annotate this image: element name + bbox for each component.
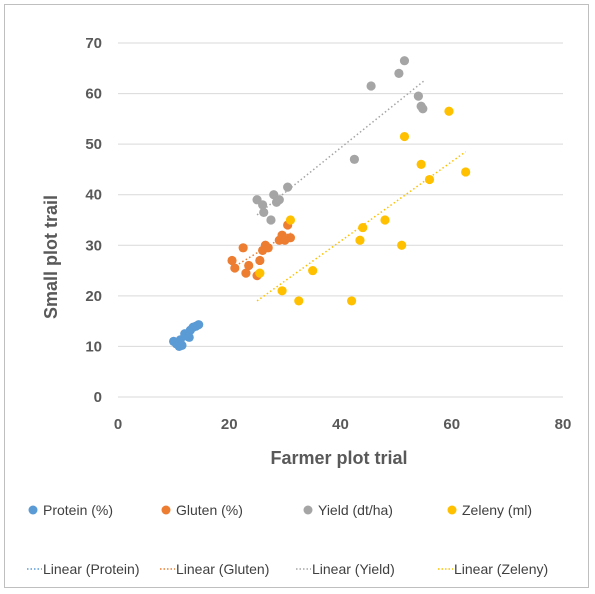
x-axis-title: Farmer plot trial (270, 448, 407, 468)
y-tick-label-3: 30 (85, 237, 102, 254)
point-s3-6 (355, 235, 365, 245)
point-s3-4 (308, 265, 318, 276)
y-tick-label-2: 20 (85, 288, 102, 305)
point-s1-4 (244, 260, 254, 271)
point-s3-13 (444, 106, 454, 116)
y-tick-label-1: 10 (85, 338, 102, 355)
point-s3-11 (416, 159, 426, 169)
point-s2-3 (266, 215, 276, 225)
data-points (169, 56, 471, 352)
point-s3-10 (399, 131, 410, 142)
legend-label-0: Protein (%) (43, 502, 113, 518)
gridlines (118, 42, 563, 398)
legend-marker-0 (28, 505, 38, 515)
legend-label-3: Zeleny (ml) (462, 502, 532, 518)
point-s2-2 (259, 207, 269, 218)
y-tick-labels: 0 10 20 30 40 50 60 70 (85, 35, 102, 406)
point-s2-9 (366, 81, 376, 91)
x-tick-labels: 0 20 40 60 80 (114, 416, 572, 433)
legend-trend-label-1: Linear (Gluten) (176, 561, 269, 577)
point-s0-11 (184, 332, 194, 342)
point-s2-8 (349, 154, 360, 164)
point-s1-6 (255, 255, 265, 266)
scatter-chart: 0 10 20 30 40 50 60 70 0 20 40 60 80 Farmer plot tr… (27, 35, 572, 577)
point-s3-2 (285, 215, 296, 225)
legend-label-1: Gluten (%) (176, 502, 243, 518)
point-s2-12 (413, 91, 423, 101)
point-s1-2 (238, 243, 248, 253)
point-s1-1 (230, 263, 240, 273)
point-s3-5 (347, 296, 357, 306)
point-s1-3 (241, 268, 251, 278)
x-tick-label-2: 40 (332, 416, 349, 433)
x-tick-label-3: 60 (443, 416, 460, 433)
point-s0-9 (194, 320, 204, 330)
point-s2-6 (274, 195, 284, 205)
y-tick-label-6: 60 (85, 86, 102, 103)
point-s1-9 (263, 243, 273, 253)
point-s3-14 (461, 167, 471, 177)
y-tick-label-0: 0 (94, 389, 102, 406)
trendlines (173, 80, 467, 347)
point-s3-7 (358, 222, 368, 233)
y-axis-title: Small plot trail (41, 195, 61, 319)
legend-marker-2 (303, 505, 313, 515)
x-tick-label-1: 20 (221, 416, 238, 433)
point-s2-7 (283, 182, 293, 192)
legend-marker-1 (161, 505, 171, 515)
y-tick-label-5: 50 (85, 136, 102, 153)
point-s0-10 (175, 335, 185, 345)
point-s1-14 (285, 233, 296, 243)
legend-trend-label-3: Linear (Zeleny) (454, 561, 548, 577)
point-s2-10 (394, 68, 404, 78)
x-tick-label-0: 0 (114, 416, 122, 433)
point-s2-11 (399, 56, 410, 66)
point-s3-12 (424, 174, 435, 185)
legend-trend-label-0: Linear (Protein) (43, 561, 140, 577)
point-s3-0 (255, 268, 265, 278)
x-tick-label-4: 80 (555, 416, 572, 433)
point-s2-14 (418, 104, 428, 114)
point-s3-8 (380, 215, 390, 225)
point-s3-3 (294, 296, 304, 306)
y-tick-label-7: 70 (85, 35, 102, 52)
legend: Protein (%) Gluten (%) Yield (dt/ha) Zeleny… (27, 502, 548, 577)
chart-frame: 0 10 20 30 40 50 60 70 0 20 40 60 80 Farmer plot tr… (4, 4, 589, 588)
y-tick-label-4: 40 (85, 187, 102, 204)
point-s3-9 (397, 240, 407, 250)
legend-trend-label-2: Linear (Yield) (312, 561, 395, 577)
legend-marker-3 (447, 505, 457, 515)
point-s3-1 (277, 286, 287, 296)
point-s2-1 (258, 200, 268, 210)
point-s1-0 (227, 255, 237, 266)
legend-label-2: Yield (dt/ha) (318, 502, 393, 518)
